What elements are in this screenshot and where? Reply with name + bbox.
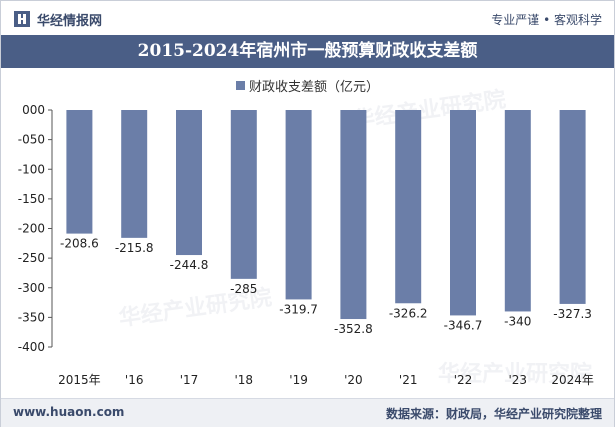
data-label: -285 — [230, 282, 257, 296]
data-label: -340 — [504, 314, 531, 328]
top-bar: 华经情报网 专业严谨 • 客观科学 — [1, 1, 614, 35]
data-label: -208.6 — [60, 237, 99, 251]
data-label: -244.8 — [170, 258, 209, 272]
bar — [504, 110, 531, 312]
data-label: -215.8 — [115, 241, 154, 255]
bar — [450, 110, 476, 316]
brand-name: 华经情报网 — [37, 14, 103, 29]
data-source: 数据来源：财政局，华经产业研究院整理 — [385, 407, 602, 421]
y-tick-label: -200 — [18, 222, 45, 236]
x-tick-label: '18 — [235, 373, 254, 387]
footer-bar: www.huaon.com 数据来源：财政局，华经产业研究院整理 — [1, 398, 614, 427]
x-tick-label: '17 — [180, 373, 199, 387]
y-tick-label: 000 — [22, 103, 45, 117]
y-tick-label: -350 — [18, 310, 45, 324]
y-tick-label: -150 — [18, 192, 45, 206]
bar — [340, 110, 367, 320]
bar — [395, 110, 422, 304]
legend-swatch — [235, 81, 245, 90]
x-tick-label: '20 — [344, 373, 363, 387]
bar — [559, 110, 586, 304]
y-tick-label: -050 — [18, 133, 45, 147]
data-label: -319.7 — [279, 302, 318, 316]
data-label: -326.2 — [389, 306, 428, 320]
tagline: 专业严谨 • 客观科学 — [491, 13, 602, 27]
data-label: -352.8 — [334, 322, 373, 336]
y-tick-label: -400 — [18, 340, 45, 354]
x-tick-label: '19 — [289, 373, 308, 387]
x-tick-label: 2024年 — [551, 373, 594, 387]
y-tick-label: -250 — [18, 251, 45, 265]
chart-legend: 财政收支差额（亿元） — [0, 76, 615, 95]
y-tick-label: -100 — [18, 162, 45, 176]
x-tick-label: '22 — [454, 373, 473, 387]
data-label: -346.7 — [444, 318, 483, 332]
bar — [66, 110, 93, 234]
watermark: 华经产业研究院 — [438, 362, 593, 387]
bar — [176, 110, 202, 256]
data-label: -327.3 — [553, 307, 592, 321]
huaon-logo-icon — [14, 11, 30, 27]
x-tick-label: 2015年 — [58, 373, 101, 387]
bar — [121, 110, 148, 238]
site-url: www.huaon.com — [13, 405, 125, 419]
x-tick-label: '23 — [509, 373, 528, 387]
y-tick-label: -300 — [18, 281, 45, 295]
chart-title: 2015-2024年宿州市一般预算财政收支差额 — [1, 35, 614, 68]
bar — [230, 110, 257, 279]
x-tick-label: '16 — [125, 373, 144, 387]
bar-chart: 000 -050 -100 -150 -200 -250 -300 -350 -400 -208.… — [18, 103, 594, 387]
legend-label: 财政收支差额（亿元） — [248, 80, 379, 95]
bar — [285, 110, 312, 300]
x-tick-label: '21 — [399, 373, 418, 387]
